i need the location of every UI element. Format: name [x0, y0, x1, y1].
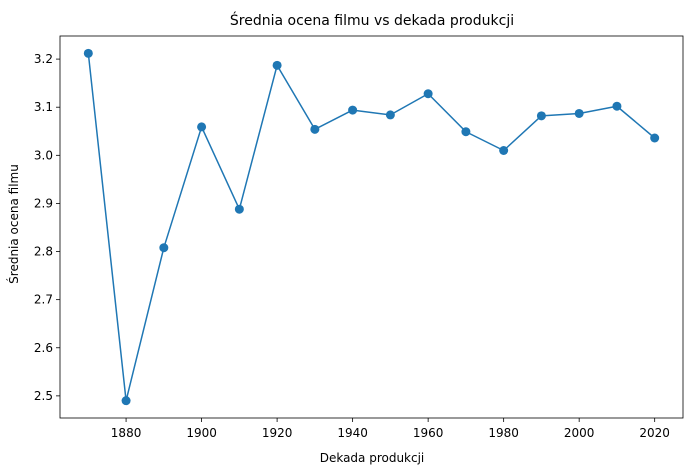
axes-frame — [59, 35, 684, 419]
x-tick-label: 2000 — [564, 426, 595, 440]
y-tick-label: 3.2 — [34, 52, 53, 66]
x-tick-label: 1900 — [186, 426, 217, 440]
data-point — [310, 124, 320, 134]
data-point — [574, 108, 584, 118]
chart-title: Średnia ocena filmu vs dekada produkcji — [230, 11, 514, 29]
x-axis-label: Dekada produkcji — [320, 451, 425, 465]
x-tick-label: 1980 — [488, 426, 519, 440]
data-point — [461, 127, 471, 137]
data-point — [348, 105, 358, 115]
data-point — [499, 146, 509, 156]
y-tick-label: 2.7 — [34, 293, 53, 307]
data-point — [385, 110, 395, 120]
data-point — [234, 204, 244, 214]
y-tick-label: 2.5 — [34, 389, 53, 403]
data-point — [197, 122, 207, 132]
y-tick-label: 2.8 — [34, 245, 53, 259]
data-point — [423, 89, 433, 99]
data-point — [650, 133, 660, 143]
data-point — [83, 48, 93, 58]
plot-area: 1880 1900 1920 1940 1960 1980 2000 2020 2.5 2.6 2.… — [34, 35, 684, 440]
data-point — [536, 111, 546, 121]
x-tick-label: 1940 — [337, 426, 368, 440]
y-tick-label: 2.9 — [34, 196, 53, 210]
series-line — [87, 53, 656, 402]
x-tick-label: 1880 — [111, 426, 142, 440]
y-tick-label: 3.0 — [34, 148, 53, 162]
data-point — [612, 101, 622, 111]
data-point — [121, 396, 131, 406]
y-tick-label: 3.1 — [34, 100, 53, 114]
y-axis-label: Średnia ocena filmu — [6, 164, 21, 284]
x-tick-label: 2020 — [639, 426, 670, 440]
data-point — [159, 243, 169, 253]
y-tick-label: 2.6 — [34, 341, 53, 355]
x-tick-label: 1920 — [262, 426, 293, 440]
data-point — [272, 60, 282, 70]
x-tick-label: 1960 — [413, 426, 444, 440]
